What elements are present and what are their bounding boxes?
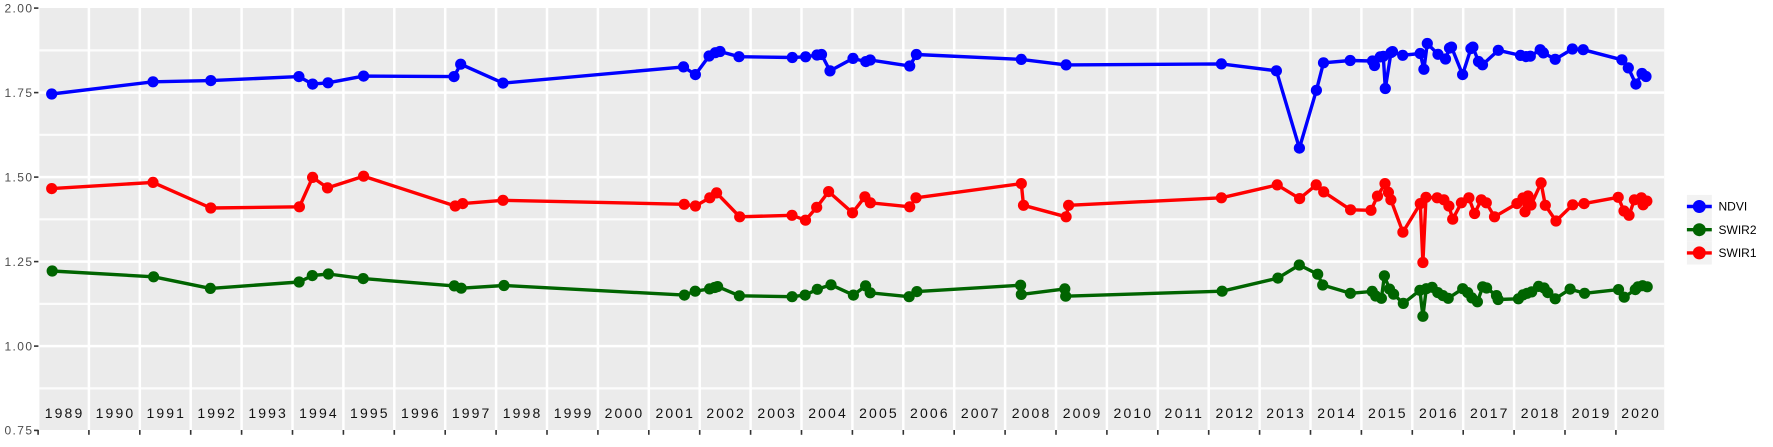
svg-text:2.00: 2.00 bbox=[5, 1, 33, 15]
svg-text:SWIR2: SWIR2 bbox=[1719, 223, 1757, 237]
svg-text:2003: 2003 bbox=[757, 405, 795, 421]
svg-text:1.25: 1.25 bbox=[5, 255, 33, 269]
svg-text:1998: 1998 bbox=[503, 405, 541, 421]
svg-text:1993: 1993 bbox=[248, 405, 286, 421]
svg-text:2007: 2007 bbox=[961, 405, 999, 421]
svg-text:2004: 2004 bbox=[808, 405, 846, 421]
svg-text:1991: 1991 bbox=[146, 405, 184, 421]
svg-text:SWIR1: SWIR1 bbox=[1719, 246, 1757, 260]
svg-text:1999: 1999 bbox=[554, 405, 592, 421]
svg-text:2019: 2019 bbox=[1572, 405, 1610, 421]
svg-text:2009: 2009 bbox=[1063, 405, 1101, 421]
svg-text:1.50: 1.50 bbox=[5, 170, 33, 184]
svg-text:2000: 2000 bbox=[605, 405, 643, 421]
svg-text:2010: 2010 bbox=[1114, 405, 1152, 421]
svg-text:1992: 1992 bbox=[197, 405, 235, 421]
svg-text:2008: 2008 bbox=[1012, 405, 1050, 421]
svg-text:2012: 2012 bbox=[1215, 405, 1253, 421]
svg-text:1990: 1990 bbox=[96, 405, 134, 421]
svg-text:NDVI: NDVI bbox=[1719, 200, 1748, 214]
svg-text:2017: 2017 bbox=[1470, 405, 1508, 421]
svg-text:0.75: 0.75 bbox=[5, 424, 33, 438]
svg-text:2006: 2006 bbox=[910, 405, 948, 421]
svg-text:2018: 2018 bbox=[1521, 405, 1559, 421]
svg-text:2005: 2005 bbox=[859, 405, 897, 421]
svg-text:2001: 2001 bbox=[655, 405, 693, 421]
svg-text:2016: 2016 bbox=[1419, 405, 1457, 421]
svg-text:2013: 2013 bbox=[1266, 405, 1304, 421]
svg-text:2020: 2020 bbox=[1621, 405, 1659, 421]
svg-text:1989: 1989 bbox=[45, 405, 83, 421]
svg-text:1.75: 1.75 bbox=[5, 86, 33, 100]
svg-text:2014: 2014 bbox=[1317, 405, 1355, 421]
svg-text:1996: 1996 bbox=[401, 405, 439, 421]
svg-text:1.00: 1.00 bbox=[5, 339, 33, 353]
svg-text:1994: 1994 bbox=[299, 405, 337, 421]
svg-text:2015: 2015 bbox=[1368, 405, 1406, 421]
svg-text:1997: 1997 bbox=[452, 405, 490, 421]
svg-text:2002: 2002 bbox=[706, 405, 744, 421]
svg-text:1995: 1995 bbox=[350, 405, 388, 421]
